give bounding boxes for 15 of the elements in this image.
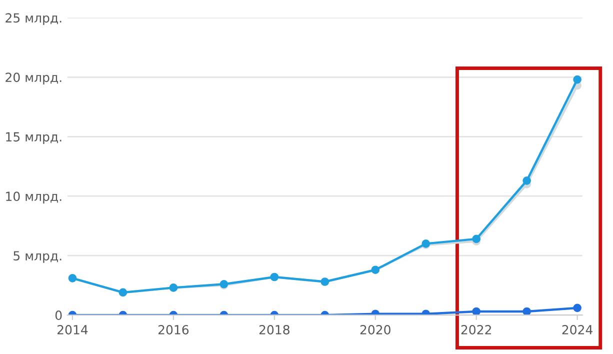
y-tick-label: 15 млрд. xyxy=(6,132,62,144)
x-tick-label: 2024 xyxy=(562,325,593,334)
point xyxy=(573,75,582,84)
y-tick-label: 10 млрд. xyxy=(6,192,62,204)
x-tick-label: 2022 xyxy=(461,325,491,334)
point xyxy=(522,176,531,185)
y-tick-label: 5 млрд. xyxy=(14,251,62,263)
point xyxy=(472,234,481,244)
y-tick-label: 20 млрд. xyxy=(6,72,62,85)
x-tick-label: 2016 xyxy=(158,325,189,334)
y-tick-label: 25 млрд. xyxy=(6,13,62,26)
y-tick-label: 0 xyxy=(55,310,62,320)
x-tick-label: 2018 xyxy=(259,325,290,334)
x-tick-label: 2014 xyxy=(57,325,88,334)
x-tick-label: 2020 xyxy=(360,325,390,334)
